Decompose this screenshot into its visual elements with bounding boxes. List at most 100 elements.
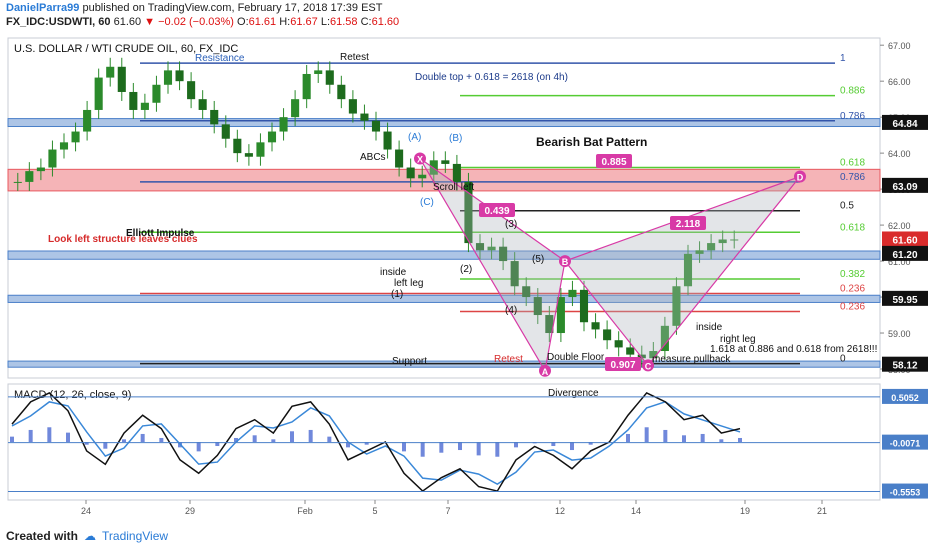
fib-label: 0.236 <box>840 283 865 294</box>
macd-histogram-bar <box>476 442 481 456</box>
price-badge-label: 61.20 <box>892 250 917 261</box>
publisher-name[interactable]: DanielParra99 <box>6 2 80 14</box>
candle-body <box>371 120 381 132</box>
tradingview-logo-icon[interactable]: ☁ <box>84 529 97 543</box>
annotation-text: measure pullback <box>652 354 731 365</box>
o-label: O: <box>237 16 249 28</box>
candle-body <box>603 329 612 341</box>
candle-body <box>279 117 288 132</box>
macd-histogram-bar <box>719 439 724 442</box>
macd-histogram-bar <box>290 431 294 442</box>
fib-label: 0.382 <box>840 269 865 280</box>
macd-histogram-bar <box>252 435 257 442</box>
time-axis-label: 14 <box>631 506 641 516</box>
candle-body <box>487 246 496 251</box>
price-badge <box>882 290 928 306</box>
ohlc-line: FX_IDC:USDWTI, 60 61.60 ▼ −0.02 (−0.03%)… <box>6 16 399 28</box>
l-value: 61.58 <box>330 16 358 28</box>
candle-body <box>314 70 323 74</box>
annotation-text: 1.618 at 0.886 and 0.618 from 2618!!! <box>710 344 877 355</box>
annotation-text: (2) <box>460 264 472 275</box>
macd-histogram-bar <box>439 442 444 453</box>
candle-body <box>510 261 519 287</box>
macd-histogram-bar <box>103 442 108 449</box>
annotation-text: (3) <box>505 219 517 230</box>
macd-histogram-bar <box>66 432 70 442</box>
annotation-text: left leg <box>394 278 423 289</box>
annotation-text: Retest <box>494 354 523 365</box>
macd-histogram-bar <box>570 442 574 451</box>
candle-body <box>348 99 357 114</box>
price-badge-label: 59.95 <box>892 295 917 306</box>
candle-body <box>152 84 161 103</box>
macd-badge <box>882 434 928 450</box>
annotation-text: Double Floor <box>547 352 605 363</box>
price-badge <box>882 114 928 130</box>
price-axis-label: 64.00 <box>888 149 911 159</box>
pattern-point-A <box>539 364 551 377</box>
candle-body <box>637 354 646 359</box>
macd-histogram-bar <box>28 429 33 442</box>
candle-body <box>244 153 253 157</box>
annotation-text: Elliott Impulse <box>126 228 195 239</box>
candle-body <box>117 66 126 92</box>
tradingview-brand[interactable]: TradingView <box>102 529 169 543</box>
annotation-text: inside <box>696 322 723 333</box>
price-badge <box>882 356 928 372</box>
candle-body <box>730 239 739 241</box>
macd-histogram-bar <box>159 437 164 442</box>
candle-body <box>210 109 219 125</box>
fib-label: 0.618 <box>840 158 865 169</box>
macd-badge-label: -0.5553 <box>890 488 921 498</box>
price-pane-frame <box>7 37 881 379</box>
candle-body <box>464 181 473 244</box>
macd-histogram-bar <box>47 427 52 442</box>
fib-label: 0.236 <box>840 301 865 312</box>
pattern-ratio-label: 2.118 <box>676 219 701 230</box>
h-value: 61.67 <box>290 16 318 28</box>
annotation-text: (C) <box>420 197 434 208</box>
candle-body <box>441 160 450 164</box>
candle-body <box>291 99 300 118</box>
candle-body <box>695 250 704 254</box>
candle-body <box>672 286 681 326</box>
macd-histogram-bar <box>514 442 518 448</box>
macd-histogram-bar <box>234 437 238 442</box>
candle-body <box>556 297 565 334</box>
macd-histogram-bar <box>644 427 649 442</box>
fib-label: 0.886 <box>840 86 865 97</box>
pattern-ratio-label: 0.907 <box>610 360 635 371</box>
macd-histogram-bar <box>10 436 14 442</box>
candle-body <box>395 149 404 168</box>
macd-line <box>11 391 741 493</box>
macd-annotation: Divergence <box>548 388 599 399</box>
annotation-text: (5) <box>532 254 544 265</box>
candle-body <box>383 131 392 150</box>
pattern-point-C <box>642 359 654 372</box>
macd-pane-frame <box>7 383 881 501</box>
pattern-point-B <box>559 255 571 268</box>
zone-blue <box>7 118 881 128</box>
pattern-ratio-box <box>479 203 515 217</box>
symbol-label: FX_IDC:USDWTI, 60 <box>6 16 111 28</box>
published-info: published on TradingView.com, February 1… <box>82 2 383 14</box>
macd-badge-label: 0.5052 <box>891 393 919 403</box>
pattern-bcd <box>564 175 802 367</box>
candle-body <box>429 160 438 175</box>
candle-body <box>13 181 22 183</box>
macd-histogram-bar <box>122 439 126 442</box>
candle-body <box>83 109 92 132</box>
macd-histogram-bar <box>140 433 145 442</box>
candle-body <box>140 102 149 110</box>
candle-body <box>129 91 138 110</box>
fib-label: 1 <box>840 53 846 64</box>
pattern-point-label: C <box>645 361 652 371</box>
time-axis-label: 21 <box>817 506 827 516</box>
macd-histogram-bar <box>271 439 276 442</box>
candle-body <box>591 322 600 330</box>
zone-blue <box>7 250 881 260</box>
pattern-point-label: X <box>417 155 423 165</box>
fib-label: 0.5 <box>840 201 854 212</box>
candle-body <box>579 289 589 323</box>
